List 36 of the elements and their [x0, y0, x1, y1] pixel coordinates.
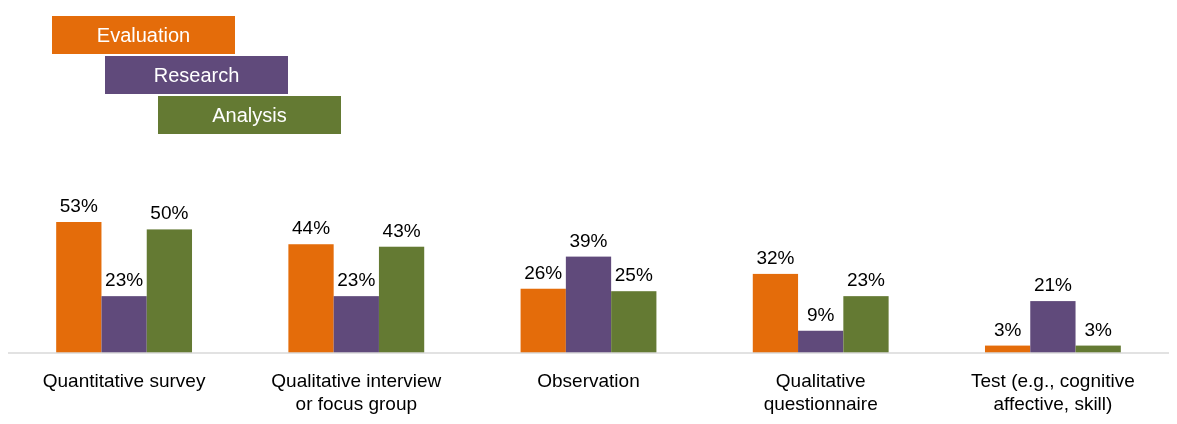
bar — [565, 256, 612, 353]
data-label: 43% — [382, 219, 421, 241]
text: Research — [153, 64, 240, 86]
data-label: 50% — [150, 202, 189, 224]
text: Evaluation — [96, 24, 191, 46]
data-label: 44% — [292, 217, 331, 239]
bar — [843, 296, 889, 353]
x-tick-label: Quantitative survey — [42, 370, 206, 391]
bar — [752, 273, 799, 353]
data-label: 23% — [846, 269, 886, 291]
bar — [520, 288, 566, 353]
data-label: 23% — [337, 269, 376, 291]
data-label: 26% — [524, 261, 563, 283]
bar — [611, 291, 657, 353]
data-label: 21% — [1033, 274, 1073, 296]
x-tick-label: Observation — [537, 370, 640, 391]
bar — [333, 296, 379, 353]
data-label: 3% — [1084, 318, 1113, 340]
x-tick-label: Qualitative questionnaire — [763, 370, 878, 414]
data-label: 39% — [569, 229, 608, 251]
data-label: 25% — [614, 264, 653, 286]
bar — [101, 296, 147, 353]
text: Analysis — [212, 104, 287, 126]
bar — [56, 222, 102, 353]
bar — [1030, 301, 1076, 353]
data-label: 3% — [993, 318, 1022, 340]
bar — [146, 229, 193, 353]
bar — [288, 244, 334, 353]
data-label: 32% — [756, 246, 795, 268]
x-tick-label: Test (e.g., cognitive affective, skill) — [971, 370, 1135, 414]
data-label: 53% — [59, 195, 98, 216]
bar — [378, 246, 425, 353]
bar — [798, 330, 844, 353]
data-label: 9% — [806, 303, 835, 325]
data-label: 23% — [105, 269, 144, 291]
x-tick-label: Qualitative interview or focus group — [271, 370, 442, 414]
